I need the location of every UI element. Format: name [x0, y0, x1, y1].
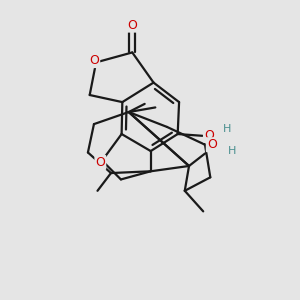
Text: H: H: [222, 124, 231, 134]
Text: O: O: [207, 138, 217, 151]
Text: H: H: [227, 146, 236, 156]
Text: O: O: [127, 19, 137, 32]
Text: O: O: [89, 54, 99, 67]
Text: O: O: [95, 156, 105, 169]
Text: O: O: [204, 129, 214, 142]
